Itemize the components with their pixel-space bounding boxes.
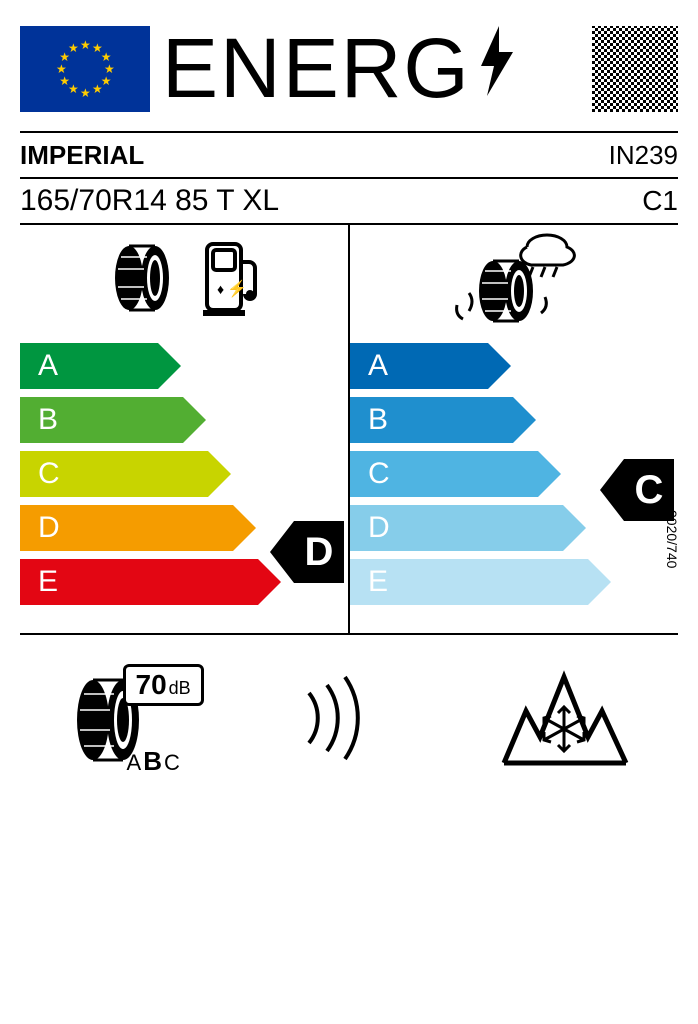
noise-class-b: B: [143, 746, 164, 776]
grade-bar-e: E: [350, 559, 678, 605]
grade-label: A: [20, 343, 158, 389]
grade-label: D: [350, 505, 563, 551]
noise-unit: dB: [169, 678, 191, 698]
header: ★★★★★★★★★★★★ ENERG: [20, 20, 678, 117]
svg-text:♦: ♦: [217, 281, 224, 297]
grade-bar-a: A: [350, 343, 678, 389]
noise-class-c: C: [164, 750, 182, 775]
tyre-rain-icon: [449, 233, 579, 328]
tyre-class: C1: [642, 185, 678, 217]
grade-label: D: [20, 505, 233, 551]
noise-class-a: A: [127, 750, 144, 775]
grade-bar-b: B: [20, 397, 348, 443]
wet-column: ABCDEC: [350, 225, 678, 633]
grade-bar-b: B: [350, 397, 678, 443]
bolt-icon: [477, 26, 517, 112]
svg-text:⚡: ⚡: [227, 279, 247, 298]
energy-text: ENERG: [162, 20, 471, 117]
eu-tyre-label: ★★★★★★★★★★★★ ENERG IMPERIAL IN239 165/70…: [20, 20, 678, 788]
noise-block: 70dB ABC: [69, 670, 403, 771]
qr-code[interactable]: [592, 26, 678, 112]
tyre-icon: [109, 243, 189, 318]
grade-label: A: [350, 343, 488, 389]
noise-class-scale: ABC: [127, 746, 182, 777]
fuel-icon-row: ♦ ⚡: [20, 225, 348, 335]
regulation-number: 2020/740: [664, 510, 680, 568]
fuel-bars: ABCDED: [20, 343, 348, 605]
grade-bar-c: C: [20, 451, 348, 497]
grade-bar-a: A: [20, 343, 348, 389]
rating-badge: D: [270, 521, 344, 583]
noise-value-box: 70dB: [123, 664, 204, 706]
fuel-pump-icon: ♦ ⚡: [203, 238, 259, 323]
grade-label: E: [20, 559, 258, 605]
tyre-size: 165/70R14 85 T XL: [20, 184, 279, 218]
grade-label: C: [20, 451, 208, 497]
grade-label: C: [350, 451, 538, 497]
snow-grip-icon: [500, 663, 630, 778]
grade-label: E: [350, 559, 588, 605]
brand-row: IMPERIAL IN239: [20, 133, 678, 177]
rating-badge: C: [600, 459, 674, 521]
bottom-row: 70dB ABC: [20, 635, 678, 788]
fuel-column: ♦ ⚡ ABCDED: [20, 225, 350, 633]
eu-flag: ★★★★★★★★★★★★: [20, 26, 150, 112]
sound-waves-icon: [303, 673, 403, 768]
grade-label: B: [20, 397, 183, 443]
rating-letter: D: [294, 521, 344, 583]
size-row: 165/70R14 85 T XL C1: [20, 179, 678, 223]
ratings-columns: ♦ ⚡ ABCDED: [20, 223, 678, 635]
energy-title: ENERG: [162, 20, 580, 117]
brand-name: IMPERIAL: [20, 140, 144, 171]
noise-value: 70: [136, 669, 167, 700]
grade-label: B: [350, 397, 513, 443]
wet-icon-row: [350, 225, 678, 335]
wet-bars: ABCDEC: [350, 343, 678, 605]
model-code: IN239: [609, 140, 678, 171]
